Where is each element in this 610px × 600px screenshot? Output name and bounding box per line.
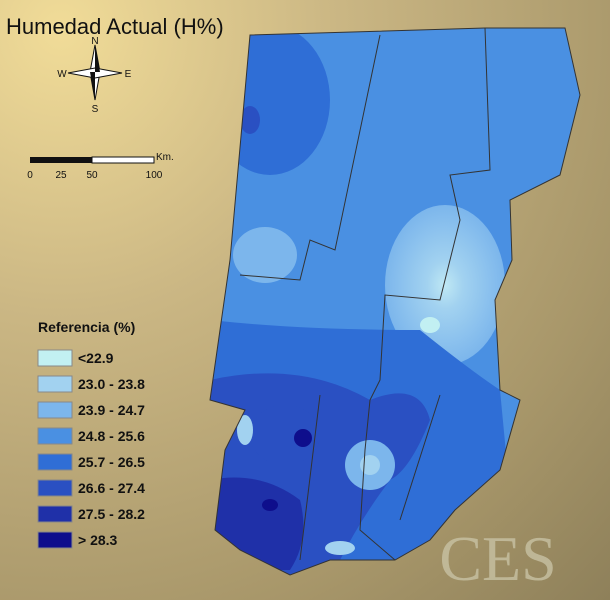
borders [209, 27, 581, 576]
legend-label: 26.6 - 27.4 [78, 480, 145, 496]
legend-label: 23.0 - 23.8 [78, 376, 145, 392]
legend-label: 24.8 - 25.6 [78, 428, 145, 444]
legend-label: 27.5 - 28.2 [78, 506, 145, 522]
title: Humedad Actual (H%) [6, 14, 224, 39]
legend-label: 25.7 - 26.5 [78, 454, 145, 470]
compass-north: N [91, 36, 98, 47]
humidity-map [210, 28, 580, 575]
scale-label: 100 [146, 170, 163, 181]
scale-label: 50 [86, 170, 98, 181]
legend-label: > 28.3 [78, 532, 118, 548]
legend-swatch [37, 505, 73, 523]
logo: CES [439, 523, 556, 594]
legend-swatch [37, 427, 73, 445]
legend-swatch [37, 375, 73, 393]
scale-label: 0 [27, 170, 33, 181]
legend-title: Referencia (%) [38, 319, 135, 335]
legend-swatch [37, 453, 73, 471]
legend-label: 23.9 - 24.7 [78, 402, 145, 418]
legend-swatch [37, 401, 73, 419]
legend: <22.9 23.0 - 23.8 23.9 - 24.7 24.8 - 25.6 25… [37, 349, 145, 549]
scale-label: 25 [55, 170, 67, 181]
scale-bar: Km. 0 25 50 100 [27, 152, 174, 181]
compass-south: S [92, 104, 99, 115]
legend-swatch [37, 531, 73, 549]
compass-east: E [125, 69, 132, 80]
legend-swatch [37, 479, 73, 497]
legend-label: <22.9 [78, 350, 114, 366]
legend-swatch [37, 349, 73, 367]
compass: N S W E [57, 36, 131, 115]
compass-west: W [57, 69, 67, 80]
scale-unit: Km. [156, 152, 174, 163]
